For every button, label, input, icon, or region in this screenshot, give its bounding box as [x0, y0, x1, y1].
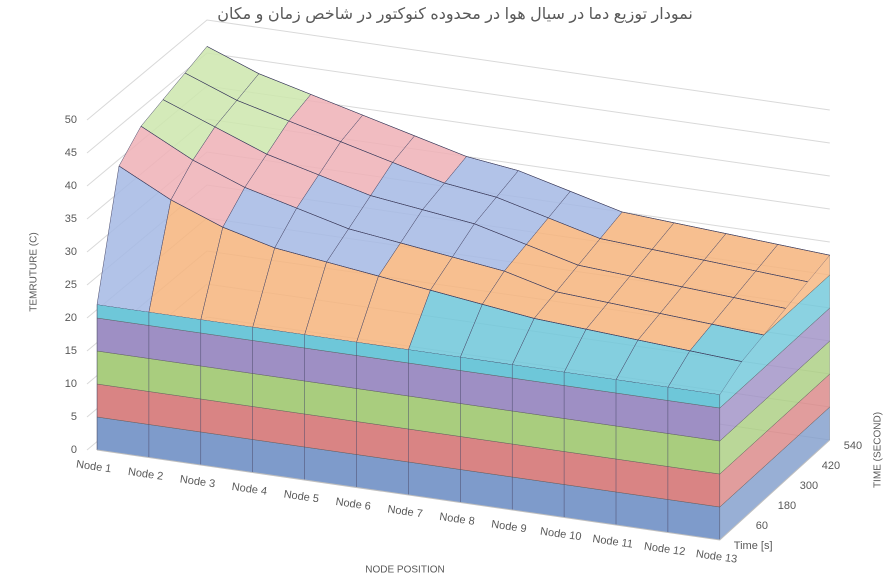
right-band — [719, 340, 830, 475]
right-band — [719, 373, 830, 508]
x-tick-label: Node 4 — [231, 481, 268, 498]
y-tick-label: 20 — [65, 312, 77, 324]
series-line — [184, 72, 808, 283]
z-axis-title: TIME (SECOND) — [873, 412, 884, 488]
y-tick-label: 45 — [65, 147, 77, 159]
z-tick-label: 180 — [778, 500, 796, 512]
z-tick-label: 60 — [756, 520, 768, 532]
right-band — [719, 274, 830, 409]
grid-line — [86, 19, 830, 121]
z-tick-label: 420 — [822, 460, 840, 472]
x-tick-label: Node 12 — [643, 541, 686, 559]
x-tick-label: Node 7 — [387, 503, 424, 520]
x-tick-label: Node 6 — [335, 496, 372, 513]
series-line — [118, 165, 742, 362]
x-axis-title: NODE POSITION — [365, 565, 444, 576]
right-band — [719, 307, 830, 442]
y-tick-label: 35 — [65, 213, 77, 225]
x-tick-label: Node 11 — [592, 533, 634, 551]
y-tick-label: 25 — [65, 279, 77, 291]
x-tick-label: Node 1 — [75, 458, 112, 475]
z-tick-label: 300 — [800, 480, 818, 492]
x-tick-label: Node 3 — [179, 473, 216, 490]
y-tick-label: 5 — [71, 411, 77, 423]
x-tick-label: Node 9 — [491, 518, 528, 535]
axis-line — [96, 439, 831, 541]
x-tick-label: Node 5 — [283, 488, 320, 505]
y-tick-label: 50 — [65, 114, 77, 126]
series-line — [162, 99, 786, 309]
y-axis-title: TEMRUTURE (C) — [29, 232, 40, 311]
z-tick-label: Time [s] — [734, 540, 773, 552]
y-tick-label: 15 — [65, 345, 77, 357]
y-tick-label: 0 — [71, 444, 77, 456]
x-tick-label: Node 8 — [439, 511, 476, 528]
series-line — [206, 46, 830, 256]
chart-title: نمودار توزیع دما در سیال هوا در محدوده ک… — [217, 6, 693, 24]
x-tick-label: Node 13 — [695, 548, 738, 566]
y-tick-label: 30 — [65, 246, 77, 258]
x-tick-label: Node 2 — [127, 466, 164, 483]
y-tick-label: 40 — [65, 180, 77, 192]
x-tick-label: Node 10 — [539, 526, 582, 544]
y-tick-label: 10 — [65, 378, 77, 390]
series-line — [140, 125, 764, 336]
z-tick-label: 540 — [844, 440, 862, 452]
